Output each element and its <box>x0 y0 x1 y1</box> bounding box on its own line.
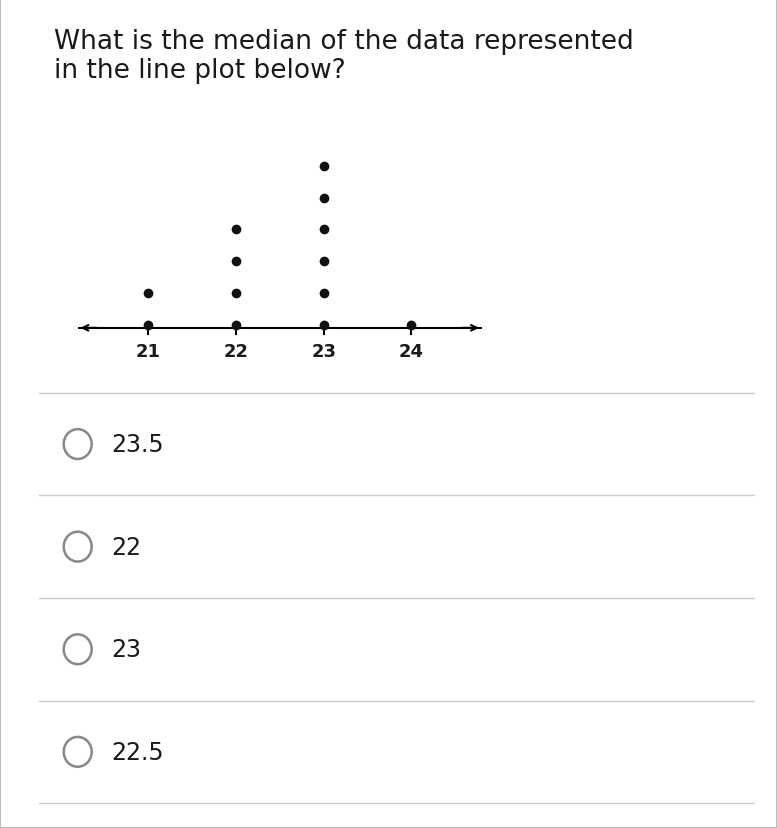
Text: 23: 23 <box>311 343 336 361</box>
Text: 23.5: 23.5 <box>111 432 164 456</box>
Text: 24: 24 <box>399 343 424 361</box>
Text: What is the median of the data represented: What is the median of the data represent… <box>54 29 634 55</box>
Text: 22: 22 <box>111 535 141 559</box>
Text: 21: 21 <box>135 343 161 361</box>
Text: 23: 23 <box>111 638 141 662</box>
Text: 22: 22 <box>223 343 249 361</box>
Text: 22.5: 22.5 <box>111 740 164 764</box>
Text: in the line plot below?: in the line plot below? <box>54 58 346 84</box>
